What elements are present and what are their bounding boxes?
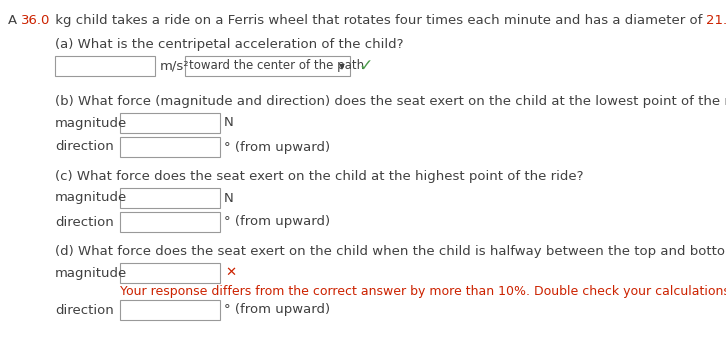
Bar: [120, 188, 220, 208]
Text: direction: direction: [55, 215, 114, 228]
Text: N: N: [224, 192, 234, 205]
Text: (d) What force does the seat exert on the child when the child is halfway betwee: (d) What force does the seat exert on th…: [55, 245, 726, 258]
Text: kg child takes a ride on a Ferris wheel that rotates four times each minute and : kg child takes a ride on a Ferris wheel …: [51, 14, 706, 27]
Bar: [120, 212, 220, 232]
Text: ▾: ▾: [339, 60, 345, 73]
Bar: [185, 56, 350, 76]
Text: 21.0: 21.0: [706, 14, 726, 27]
Text: toward the center of the path: toward the center of the path: [189, 60, 364, 73]
Text: magnitude: magnitude: [55, 117, 127, 130]
Bar: [120, 137, 220, 157]
Bar: [120, 300, 220, 320]
Text: 36.0: 36.0: [21, 14, 51, 27]
Text: Your response differs from the correct answer by more than 10%. Double check you: Your response differs from the correct a…: [120, 285, 726, 298]
Text: magnitude: magnitude: [55, 266, 127, 279]
Text: magnitude: magnitude: [55, 192, 127, 205]
Text: direction: direction: [55, 141, 114, 154]
Text: A: A: [8, 14, 21, 27]
Bar: [120, 113, 220, 133]
Text: ° (from upward): ° (from upward): [224, 303, 330, 316]
Text: (c) What force does the seat exert on the child at the highest point of the ride: (c) What force does the seat exert on th…: [55, 170, 584, 183]
Text: ✕: ✕: [225, 265, 236, 278]
Text: direction: direction: [55, 303, 114, 316]
Text: (b) What force (magnitude and direction) does the seat exert on the child at the: (b) What force (magnitude and direction)…: [55, 95, 726, 108]
Text: m/s²: m/s²: [160, 60, 189, 73]
Text: (a) What is the centripetal acceleration of the child?: (a) What is the centripetal acceleration…: [55, 38, 404, 51]
Text: N: N: [224, 117, 234, 130]
Bar: [120, 263, 220, 283]
Text: ✓: ✓: [358, 57, 372, 75]
Text: ° (from upward): ° (from upward): [224, 215, 330, 228]
Text: ° (from upward): ° (from upward): [224, 141, 330, 154]
Bar: [55, 56, 155, 76]
